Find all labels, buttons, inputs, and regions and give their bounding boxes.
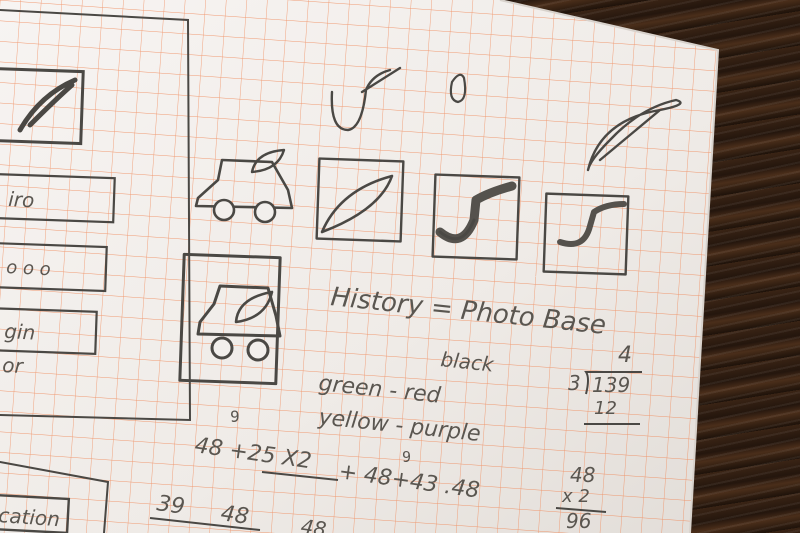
wireframe-field-2 (0, 241, 108, 293)
leaf-glyph-sketch-2 (586, 98, 682, 172)
black-label: black (439, 347, 496, 377)
math-line-2-a: 39 (155, 491, 186, 520)
wireframe-field-3 (0, 307, 98, 355)
boxed-hook-icon-sketch-2 (542, 192, 630, 276)
math-line-2-b: 48 (219, 501, 250, 530)
mult-result: 96 (566, 509, 591, 533)
icon-concepts (178, 66, 682, 386)
field-label-1: iro (8, 187, 35, 212)
field-label-3: gin (4, 319, 36, 345)
location-button-label: cation (0, 503, 61, 531)
division-partial: 12 (594, 398, 617, 419)
math-superscript-a: 9 (230, 407, 240, 426)
boxed-leaf-icon-sketch (315, 157, 405, 243)
field-label-4: or (2, 353, 25, 378)
left-wireframe-panel (0, 9, 192, 533)
division-dividend: 139 (592, 373, 630, 397)
leaf-icon-thumbnail (17, 77, 78, 133)
long-division: 4 3 139 12 (568, 343, 642, 425)
math-line-2-c: 48 (299, 514, 328, 533)
math-line-2-rule (149, 517, 261, 531)
location-button-sketch (0, 493, 71, 533)
multiplication: 48 x 2 96 (555, 463, 607, 533)
division-divisor: 3 (568, 371, 581, 395)
math-underline (261, 471, 339, 481)
mult-times: x 2 (561, 486, 590, 507)
app-icon-thumbnail (0, 66, 85, 146)
car-app-icon-sketch (178, 252, 282, 386)
car-doodle-small (194, 148, 294, 224)
paper-sheet (0, 0, 720, 533)
hook-glyph-sketch-1 (330, 66, 402, 132)
boxed-hook-icon-sketch (431, 173, 521, 261)
field-label-2: o o o (6, 257, 52, 280)
mult-top: 48 (570, 463, 595, 487)
leaf-glyph-sketch-1 (449, 73, 467, 104)
math-superscript-b: 9 (402, 448, 411, 466)
wireframe-field-1 (0, 172, 116, 224)
division-quotient: 4 (618, 343, 632, 368)
